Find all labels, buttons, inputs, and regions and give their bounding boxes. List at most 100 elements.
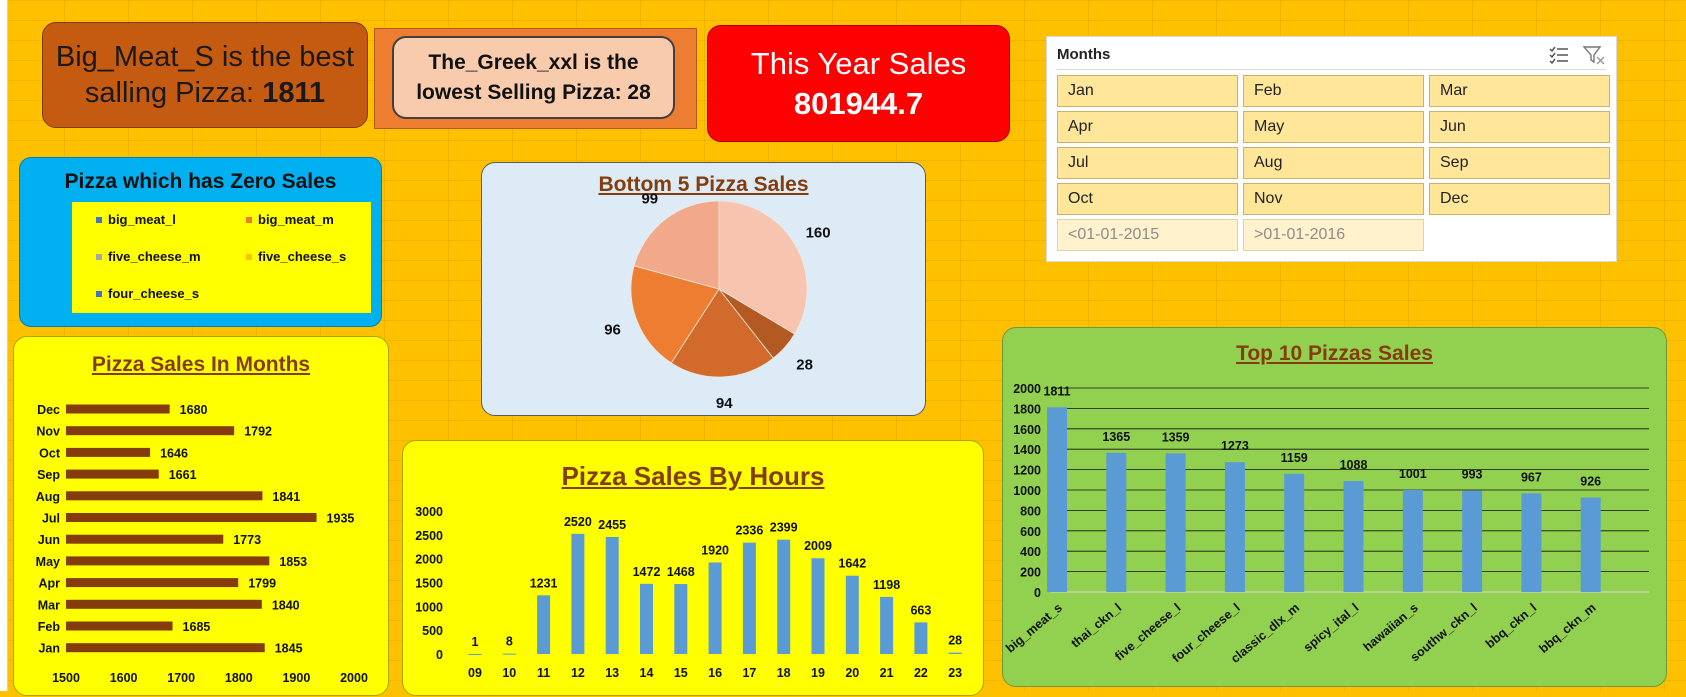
month-bar — [66, 556, 270, 566]
month-data-label: 1935 — [327, 512, 355, 526]
month-axis-label: Mar — [38, 598, 60, 612]
yearly-sales-kpi: This Year Sales 801944.7 — [707, 25, 1010, 142]
month-data-label: 1680 — [180, 403, 208, 417]
top10-y-tick: 1000 — [1013, 484, 1041, 498]
hour-axis-label: 14 — [640, 666, 654, 680]
multi-select-icon[interactable] — [1548, 45, 1570, 65]
month-data-label: 1685 — [183, 620, 211, 634]
slicer-item-jun[interactable]: Jun — [1429, 111, 1610, 143]
hour-bar — [571, 533, 585, 654]
top10-chart-panel: Top 10 Pizzas Sales 0 200 400 600 800 1000 120… — [1002, 327, 1667, 687]
top10-title: Top 10 Pizzas Sales — [1236, 342, 1433, 365]
top10-bar — [1521, 493, 1542, 592]
legend-label: four_cheese_s — [108, 286, 200, 301]
lowest-selling-kpi: The_Greek_xxl is the lowest Selling Pizz… — [392, 36, 675, 119]
slicer-item-aug[interactable]: Aug — [1243, 147, 1424, 179]
pie-data-label: 96 — [604, 322, 621, 339]
pie-data-label: 99 — [641, 190, 658, 207]
top10-bar — [1047, 407, 1067, 592]
hour-axis-label: 16 — [708, 666, 722, 680]
clear-filter-icon[interactable] — [1582, 45, 1606, 65]
slicer-item-oct[interactable]: Oct — [1057, 183, 1238, 215]
slicer-item-sep[interactable]: Sep — [1429, 147, 1610, 179]
slicer-item-jan[interactable]: Jan — [1057, 75, 1238, 107]
month-axis-label: Nov — [36, 425, 60, 439]
slicer-item-mar[interactable]: Mar — [1429, 75, 1610, 107]
hour-data-label: 8 — [506, 635, 513, 649]
zero-sales-item: big_meat_m — [246, 212, 334, 227]
hour-data-label: 2455 — [598, 518, 626, 532]
month-data-label: 1840 — [272, 598, 300, 612]
month-data-label: 1841 — [272, 490, 300, 504]
top10-data-label: 993 — [1462, 468, 1483, 482]
hours-bar-chart: 0 500 1000 1500 2000 2500 3000 1 09 8 10 1231 11 2520… — [415, 505, 962, 680]
months-slicer[interactable]: Months Jan Feb Mar Apr May — [1046, 36, 1617, 262]
month-axis-label: Dec — [37, 403, 60, 417]
slicer-item-nov[interactable]: Nov — [1243, 183, 1424, 215]
hour-data-label: 1642 — [838, 557, 866, 571]
top10-data-label: 967 — [1521, 470, 1542, 484]
month-data-label: 1799 — [248, 577, 276, 591]
month-data-label: 1646 — [160, 446, 188, 460]
legend-label: five_cheese_m — [108, 249, 201, 264]
pie-slice — [630, 265, 720, 364]
months-chart-panel: Pizza Sales In Months Dec 1680 Nov 1792 Oct 1… — [13, 336, 389, 696]
top10-bar — [1284, 473, 1305, 592]
top10-bar — [1343, 481, 1364, 592]
top10-axis-label: big_meat_s — [1003, 601, 1065, 656]
slicer-item-date-range[interactable]: <01-01-2015 — [1057, 219, 1238, 251]
month-bar — [66, 621, 173, 631]
hour-data-label: 1468 — [667, 565, 695, 579]
zero-sales-title: Pizza which has Zero Sales — [64, 170, 337, 193]
months-title: Pizza Sales In Months — [91, 353, 311, 376]
slicer-item-date-range[interactable]: >01-01-2016 — [1243, 219, 1424, 251]
month-x-tick: 1500 — [52, 671, 80, 685]
bottom5-chart-panel: Bottom 5 Pizza Sales 160 28 94 96 99 — [481, 162, 926, 416]
hour-bar — [914, 622, 928, 654]
slicer-item-feb[interactable]: Feb — [1243, 75, 1424, 107]
sales-title: This Year Sales — [750, 45, 967, 81]
bottom5-pie-chart: 160 28 94 96 99 — [604, 190, 830, 411]
hour-data-label: 1198 — [873, 578, 900, 592]
top10-bar — [1224, 462, 1245, 592]
top10-axis-label: thai_ckn_l — [1068, 601, 1124, 651]
top10-axis-label: spicy_ital_l — [1301, 601, 1362, 655]
hour-axis-label: 20 — [845, 666, 859, 680]
top10-data-label: 1359 — [1162, 430, 1190, 444]
top10-y-tick: 800 — [1020, 504, 1041, 518]
hour-bar — [605, 536, 619, 654]
hours-y-tick: 500 — [422, 624, 443, 638]
hours-chart-panel: Pizza Sales By Hours 0 500 1000 1500 2000 250… — [402, 440, 984, 696]
best-selling-kpi: Big_Meat_S is the best salling Pizza: 18… — [42, 22, 368, 128]
hour-data-label: 2336 — [735, 524, 763, 538]
slicer-item-apr[interactable]: Apr — [1057, 111, 1238, 143]
month-bar — [66, 447, 151, 457]
slicer-item-jul[interactable]: Jul — [1057, 147, 1238, 179]
best-line1: Big_Meat_S is the best — [55, 41, 355, 73]
hour-bar — [880, 596, 894, 654]
lowest-line2: lowest Selling Pizza: 28 — [416, 80, 651, 104]
month-axis-label: Aug — [36, 490, 60, 504]
hour-bar — [845, 575, 859, 654]
month-axis-label: Sep — [37, 468, 60, 482]
top10-data-label: 1159 — [1281, 451, 1308, 465]
legend-label: five_cheese_s — [258, 249, 347, 264]
slicer-item-dec[interactable]: Dec — [1429, 183, 1610, 215]
legend-swatch — [96, 253, 102, 260]
month-x-tick: 2000 — [340, 671, 368, 685]
hour-bar — [777, 539, 791, 654]
hour-bar — [742, 542, 756, 654]
month-axis-label: Jul — [42, 512, 60, 526]
slicer-item-may[interactable]: May — [1243, 111, 1424, 143]
zero-sales-panel: Pizza which has Zero Sales big_meat_l big… — [19, 157, 382, 327]
month-x-tick: 1700 — [167, 671, 195, 685]
month-axis-label: Jun — [38, 533, 60, 547]
hours-y-tick: 0 — [436, 648, 443, 662]
month-bar — [66, 578, 239, 588]
month-data-label: 1845 — [275, 642, 303, 656]
hour-data-label: 2399 — [770, 521, 798, 535]
top10-data-label: 1088 — [1340, 458, 1368, 472]
hour-data-label: 1 — [472, 635, 479, 649]
month-axis-label: Oct — [39, 446, 61, 460]
hour-data-label: 1472 — [633, 565, 661, 579]
